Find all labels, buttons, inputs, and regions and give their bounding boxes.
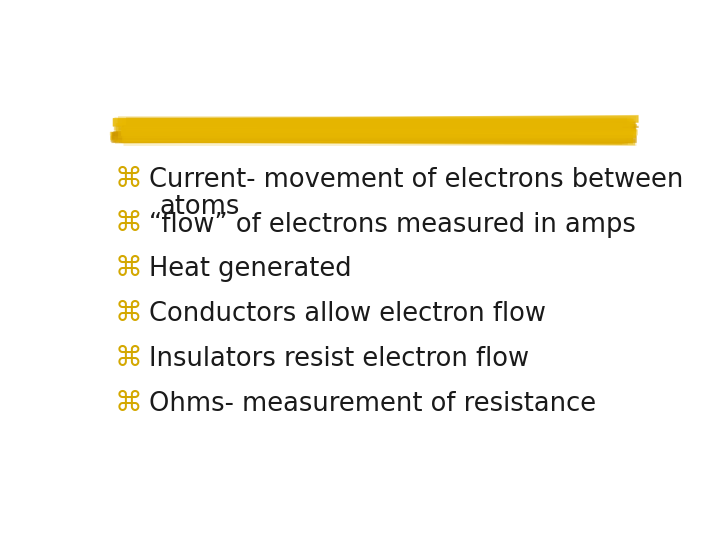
Text: ⌘: ⌘	[115, 389, 143, 417]
Text: ⌘: ⌘	[115, 344, 143, 372]
Text: Heat generated: Heat generated	[148, 256, 351, 282]
Text: ⌘: ⌘	[115, 210, 143, 238]
Text: Current- movement of electrons between: Current- movement of electrons between	[148, 167, 683, 193]
Text: ⌘: ⌘	[115, 165, 143, 193]
Text: Insulators resist electron flow: Insulators resist electron flow	[148, 346, 528, 372]
Text: Ohms- measurement of resistance: Ohms- measurement of resistance	[148, 391, 595, 417]
Text: ⌘: ⌘	[115, 299, 143, 327]
Text: ⌘: ⌘	[115, 254, 143, 282]
Text: “flow” of electrons measured in amps: “flow” of electrons measured in amps	[148, 212, 636, 238]
Text: atoms: atoms	[160, 194, 240, 220]
Text: Conductors allow electron flow: Conductors allow electron flow	[148, 301, 546, 327]
